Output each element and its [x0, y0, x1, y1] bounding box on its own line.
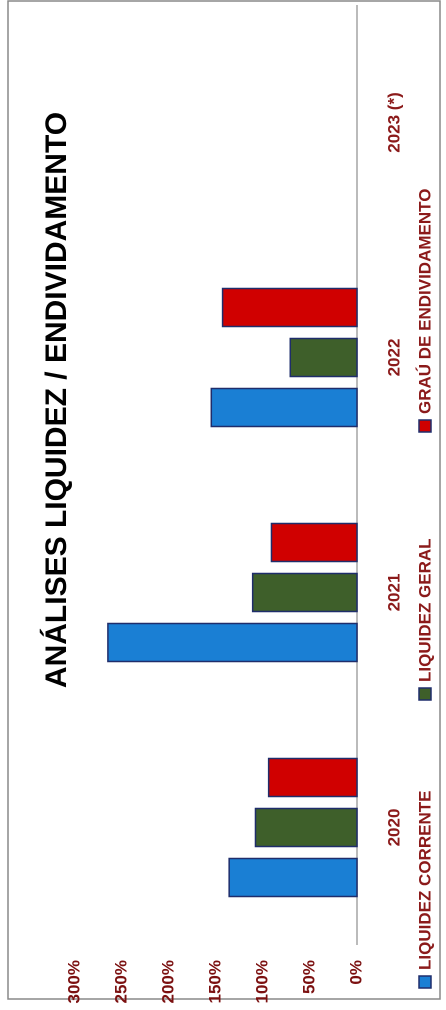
legend-swatch	[418, 975, 432, 989]
y-tick-label: 300%	[64, 960, 83, 1003]
bar	[228, 857, 358, 898]
x-tick-label: 2023 (*)	[384, 92, 403, 152]
bar	[210, 387, 358, 428]
x-tick-label: 2020	[384, 809, 403, 847]
bar	[267, 757, 358, 798]
rotated-plot: ANÁLISES LIQUIDEZ / ENDIVIDAMENTO 0% 50% 1…	[39, 5, 434, 1003]
legend-label: LIQUIDEZ GERAL	[415, 538, 434, 682]
bar	[221, 287, 358, 328]
bar	[254, 807, 358, 848]
y-tick-label: 250%	[111, 960, 130, 1003]
bar	[270, 522, 358, 563]
y-tick-label: 100%	[252, 960, 271, 1003]
bar	[107, 622, 358, 663]
legend-swatch	[418, 687, 432, 701]
x-tick-label: 2022	[384, 339, 403, 377]
x-tick-label: 2021	[384, 574, 403, 612]
bar	[289, 337, 358, 378]
y-tick-label: 0%	[346, 960, 365, 985]
y-tick-label: 150%	[205, 960, 224, 1003]
y-tick-label: 200%	[158, 960, 177, 1003]
bar	[251, 572, 358, 613]
chart-title: ANÁLISES LIQUIDEZ / ENDIVIDAMENTO	[39, 112, 73, 688]
y-tick-label: 50%	[299, 960, 318, 994]
legend-swatch	[418, 419, 432, 433]
chart-frame	[7, 0, 441, 1000]
legend-label: LIQUIDEZ CORRENTE	[415, 791, 434, 970]
legend-label: GRAÚ DE ENDIVIDAMENTO	[415, 189, 434, 414]
